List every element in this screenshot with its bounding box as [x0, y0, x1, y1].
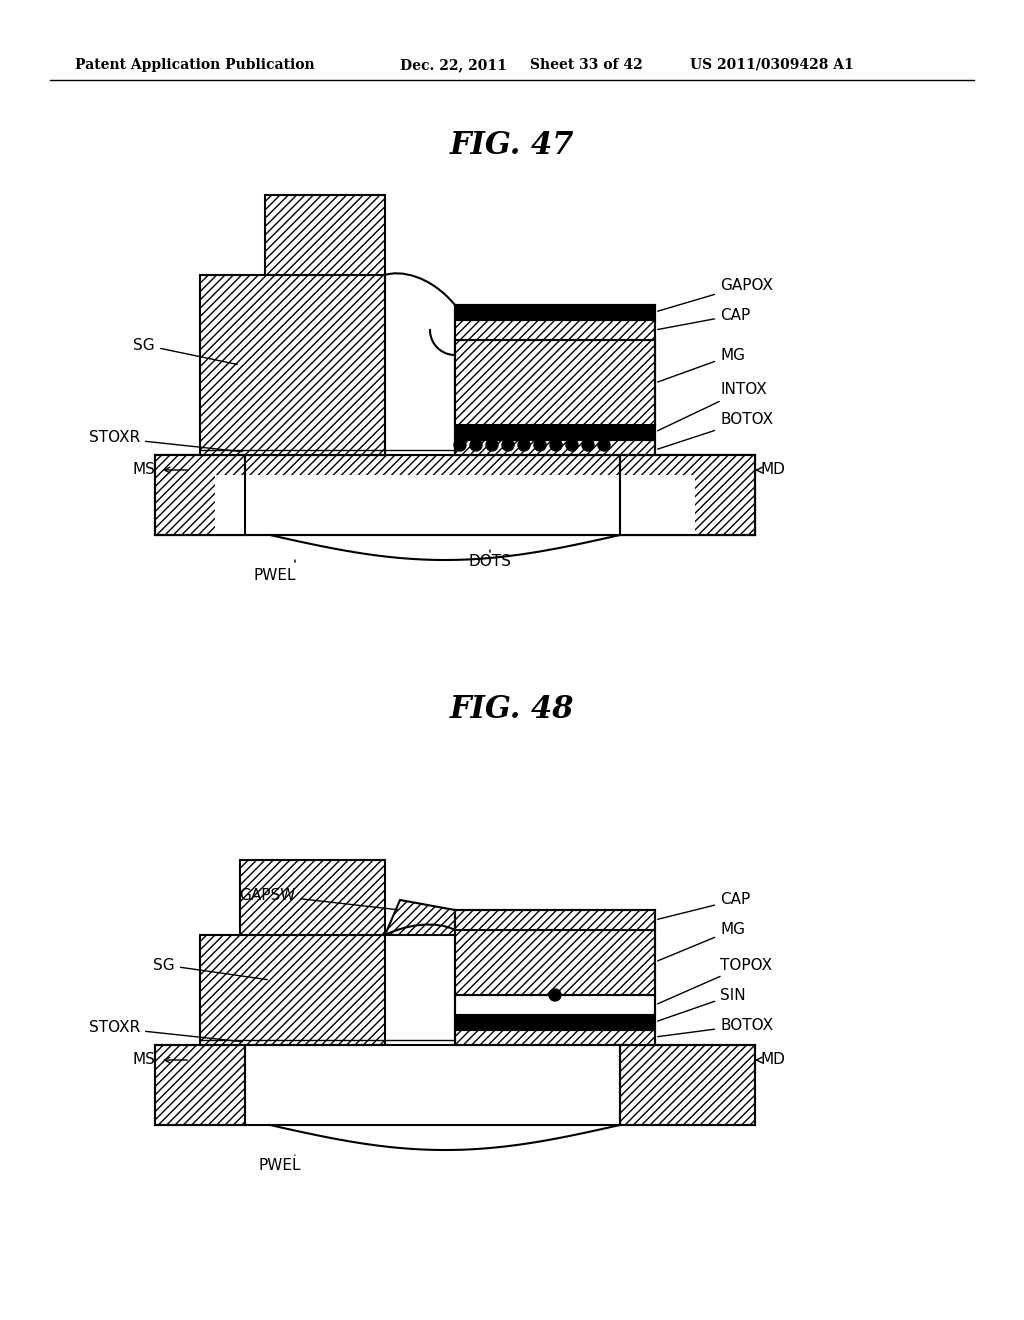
Text: SIN: SIN — [657, 987, 745, 1022]
Bar — [455, 305, 655, 319]
Text: STOXR: STOXR — [89, 430, 243, 451]
Circle shape — [582, 440, 594, 451]
Circle shape — [486, 440, 498, 451]
Circle shape — [550, 440, 562, 451]
Bar — [455, 425, 655, 440]
Bar — [455, 341, 655, 425]
Polygon shape — [385, 900, 455, 935]
Circle shape — [598, 440, 610, 451]
Text: Dec. 22, 2011: Dec. 22, 2011 — [400, 58, 507, 73]
Text: MS: MS — [132, 462, 155, 478]
Circle shape — [566, 440, 578, 451]
Bar — [455, 341, 655, 425]
Bar — [200, 275, 385, 455]
Bar — [455, 909, 655, 931]
Text: BOTOX: BOTOX — [657, 412, 773, 449]
Text: CAP: CAP — [657, 892, 751, 919]
Bar — [155, 455, 755, 535]
Text: CAP: CAP — [657, 308, 751, 330]
Text: Sheet 33 of 42: Sheet 33 of 42 — [530, 58, 643, 73]
Text: DOTS: DOTS — [469, 554, 511, 569]
Text: SG: SG — [133, 338, 238, 364]
Bar — [455, 1030, 655, 1045]
Text: MD: MD — [760, 1052, 784, 1068]
Text: FIG. 47: FIG. 47 — [450, 129, 574, 161]
Text: INTOX: INTOX — [657, 383, 767, 430]
Bar — [455, 440, 655, 455]
Text: GAPOX: GAPOX — [657, 277, 773, 312]
Text: PWEL: PWEL — [259, 1158, 301, 1172]
Text: Patent Application Publication: Patent Application Publication — [75, 58, 314, 73]
Bar — [200, 935, 385, 1045]
Text: GAPSW: GAPSW — [239, 887, 397, 909]
Polygon shape — [620, 455, 755, 535]
Text: MS: MS — [132, 1052, 155, 1068]
Circle shape — [549, 989, 561, 1001]
Text: MG: MG — [657, 347, 745, 381]
Text: MG: MG — [657, 923, 745, 961]
Bar — [455, 319, 655, 341]
Text: FIG. 48: FIG. 48 — [450, 694, 574, 726]
Bar — [215, 475, 695, 535]
Text: PWEL: PWEL — [254, 568, 296, 582]
Text: MD: MD — [760, 462, 784, 478]
Circle shape — [518, 440, 530, 451]
Polygon shape — [155, 455, 245, 535]
Circle shape — [470, 440, 482, 451]
Text: BOTOX: BOTOX — [657, 1018, 773, 1036]
Circle shape — [454, 440, 466, 451]
Bar — [455, 931, 655, 995]
Text: SG: SG — [154, 957, 267, 979]
Text: STOXR: STOXR — [89, 1020, 243, 1041]
Polygon shape — [620, 1045, 755, 1125]
Bar — [240, 861, 385, 935]
Polygon shape — [155, 1045, 245, 1125]
Circle shape — [534, 440, 546, 451]
Text: US 2011/0309428 A1: US 2011/0309428 A1 — [690, 58, 854, 73]
Bar — [455, 1015, 655, 1030]
Circle shape — [502, 440, 514, 451]
Bar — [455, 995, 655, 1015]
Bar — [265, 195, 385, 275]
Text: TOPOX: TOPOX — [657, 957, 772, 1005]
